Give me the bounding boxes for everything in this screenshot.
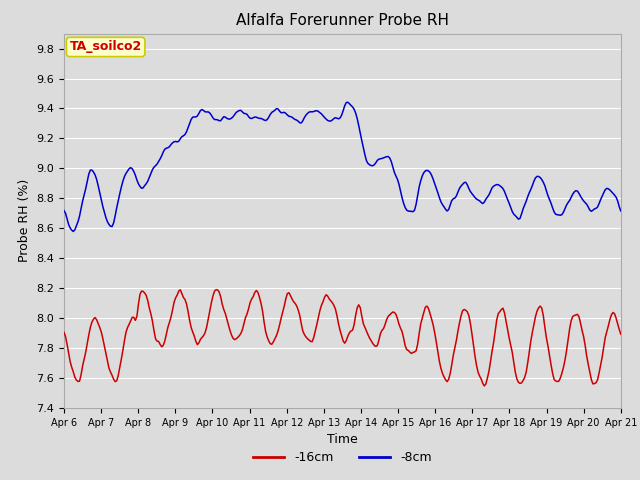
Text: TA_soilco2: TA_soilco2: [70, 40, 142, 53]
Title: Alfalfa Forerunner Probe RH: Alfalfa Forerunner Probe RH: [236, 13, 449, 28]
X-axis label: Time: Time: [327, 433, 358, 446]
Y-axis label: Probe RH (%): Probe RH (%): [18, 179, 31, 263]
Legend: -16cm, -8cm: -16cm, -8cm: [248, 446, 436, 469]
